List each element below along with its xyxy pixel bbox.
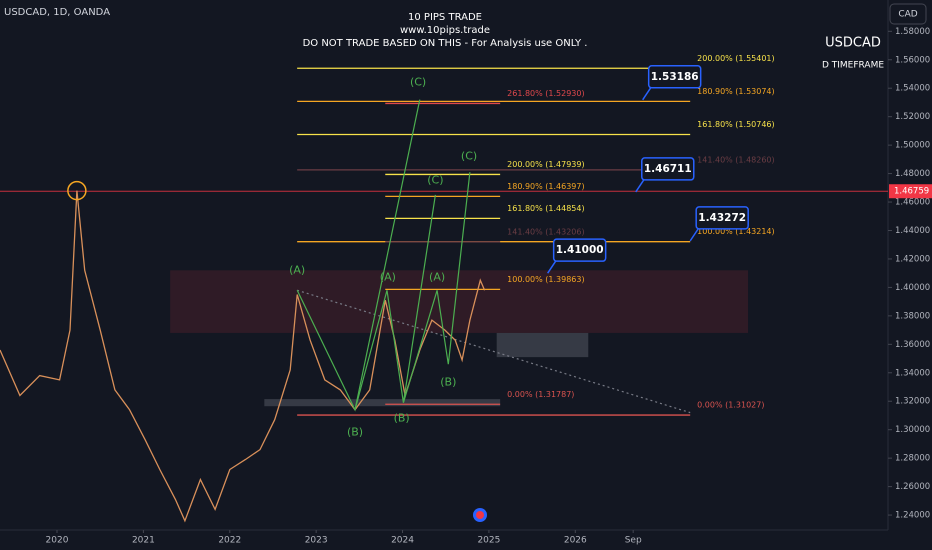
callout-pointer xyxy=(547,260,557,274)
subtitle: www.10pips.trade xyxy=(400,25,490,36)
y-tick-label: 1.42000 xyxy=(895,254,930,264)
pair-label: USDCAD xyxy=(825,36,881,51)
plot: 200.00% (1.55401) 180.90% (1.53074) 161.80… xyxy=(0,54,888,523)
y-tick-label: 1.58000 xyxy=(895,27,930,37)
fib-label: 141.40% (1.48260) xyxy=(697,155,774,164)
wave-label: (B) xyxy=(394,411,410,424)
zone xyxy=(170,270,749,333)
y-tick-label: 1.44000 xyxy=(895,226,930,236)
wave-label: (C) xyxy=(410,76,426,89)
logo xyxy=(476,511,484,519)
wave-label: (C) xyxy=(427,174,443,187)
currency-button[interactable] xyxy=(889,3,927,25)
y-tick-label: 1.24000 xyxy=(895,511,930,521)
title: 10 PIPS TRADE xyxy=(408,12,482,23)
fib-label: 100.00% (1.43214) xyxy=(697,227,774,236)
price-tag-label: 1.46759 xyxy=(894,187,929,197)
y-tick-label: 1.28000 xyxy=(895,454,930,464)
wave-label: (B) xyxy=(347,426,363,439)
fib-label: 161.80% (1.50746) xyxy=(697,120,774,129)
x-tick-label: 2026 xyxy=(564,536,587,546)
fib-label: 180.90% (1.46397) xyxy=(507,182,584,191)
fib-label: 0.00% (1.31787) xyxy=(507,390,574,399)
y-tick-label: 1.50000 xyxy=(895,141,930,151)
y-tick-label: 1.56000 xyxy=(895,55,930,65)
callout-box xyxy=(641,157,695,181)
zone xyxy=(496,332,589,358)
x-tick-label: 2021 xyxy=(132,536,155,546)
x-tick-label: 2023 xyxy=(305,536,328,546)
y-tick-label: 1.34000 xyxy=(895,368,930,378)
trendline xyxy=(296,289,691,414)
callout-label: 1.46711 xyxy=(644,163,692,175)
y-tick-label: 1.36000 xyxy=(895,340,930,350)
price-line-series xyxy=(0,190,486,523)
callout-label: 1.53186 xyxy=(651,71,699,83)
peak-marker xyxy=(67,180,87,201)
fib-label: 0.00% (1.31027) xyxy=(697,401,764,410)
price-tag xyxy=(889,184,932,199)
y-tick-label: 1.38000 xyxy=(895,311,930,321)
callout-box xyxy=(552,238,607,262)
wave-label: (C) xyxy=(461,150,477,163)
zone xyxy=(264,399,501,407)
callout-pointer xyxy=(635,179,645,193)
wave-label: (A) xyxy=(289,263,305,276)
fib-label: 100.00% (1.39863) xyxy=(507,275,584,284)
x-tick-label: 2022 xyxy=(218,536,241,546)
wave-label: (A) xyxy=(429,270,445,283)
fib-label: 161.80% (1.44854) xyxy=(507,204,584,213)
fib-label: 180.90% (1.53074) xyxy=(697,87,774,96)
callout-pointer xyxy=(642,87,652,101)
y-tick-label: 1.26000 xyxy=(895,482,930,492)
timeframe-label: D TIMEFRAME xyxy=(822,61,884,71)
currency-button-label[interactable]: CAD xyxy=(898,10,917,20)
callout-box xyxy=(647,65,702,89)
x-tick-label: 2020 xyxy=(46,536,69,546)
wave-line xyxy=(354,194,436,410)
callout-box xyxy=(695,206,749,230)
y-tick-label: 1.46000 xyxy=(895,198,930,208)
fib-label: 200.00% (1.55401) xyxy=(697,54,774,63)
fib-label: 261.80% (1.52930) xyxy=(507,89,584,98)
fib-label: 200.00% (1.47939) xyxy=(507,160,584,169)
x-tick-label: 2024 xyxy=(391,536,414,546)
y-tick-label: 1.32000 xyxy=(895,397,930,407)
fib-label: 141.40% (1.43206) xyxy=(507,227,584,236)
callout-pointer xyxy=(689,228,699,242)
y-tick-label: 1.54000 xyxy=(895,84,930,94)
callout-label: 1.43272 xyxy=(698,212,746,224)
y-tick-label: 1.48000 xyxy=(895,169,930,179)
x-tick-label: Sep xyxy=(625,536,642,546)
wave-label: (A) xyxy=(380,270,396,283)
y-tick-label: 1.30000 xyxy=(895,425,930,435)
disclaimer: DO NOT TRADE BASED ON THIS - For Analysi… xyxy=(303,38,588,49)
y-tick-label: 1.52000 xyxy=(895,112,930,122)
x-tick-label: 2025 xyxy=(477,536,500,546)
y-tick-label: 1.40000 xyxy=(895,283,930,293)
symbol: USDCAD, 1D, OANDA xyxy=(4,7,110,18)
callout-label: 1.41000 xyxy=(556,244,604,256)
wave-label: (B) xyxy=(440,376,456,389)
wave-line xyxy=(402,172,471,403)
